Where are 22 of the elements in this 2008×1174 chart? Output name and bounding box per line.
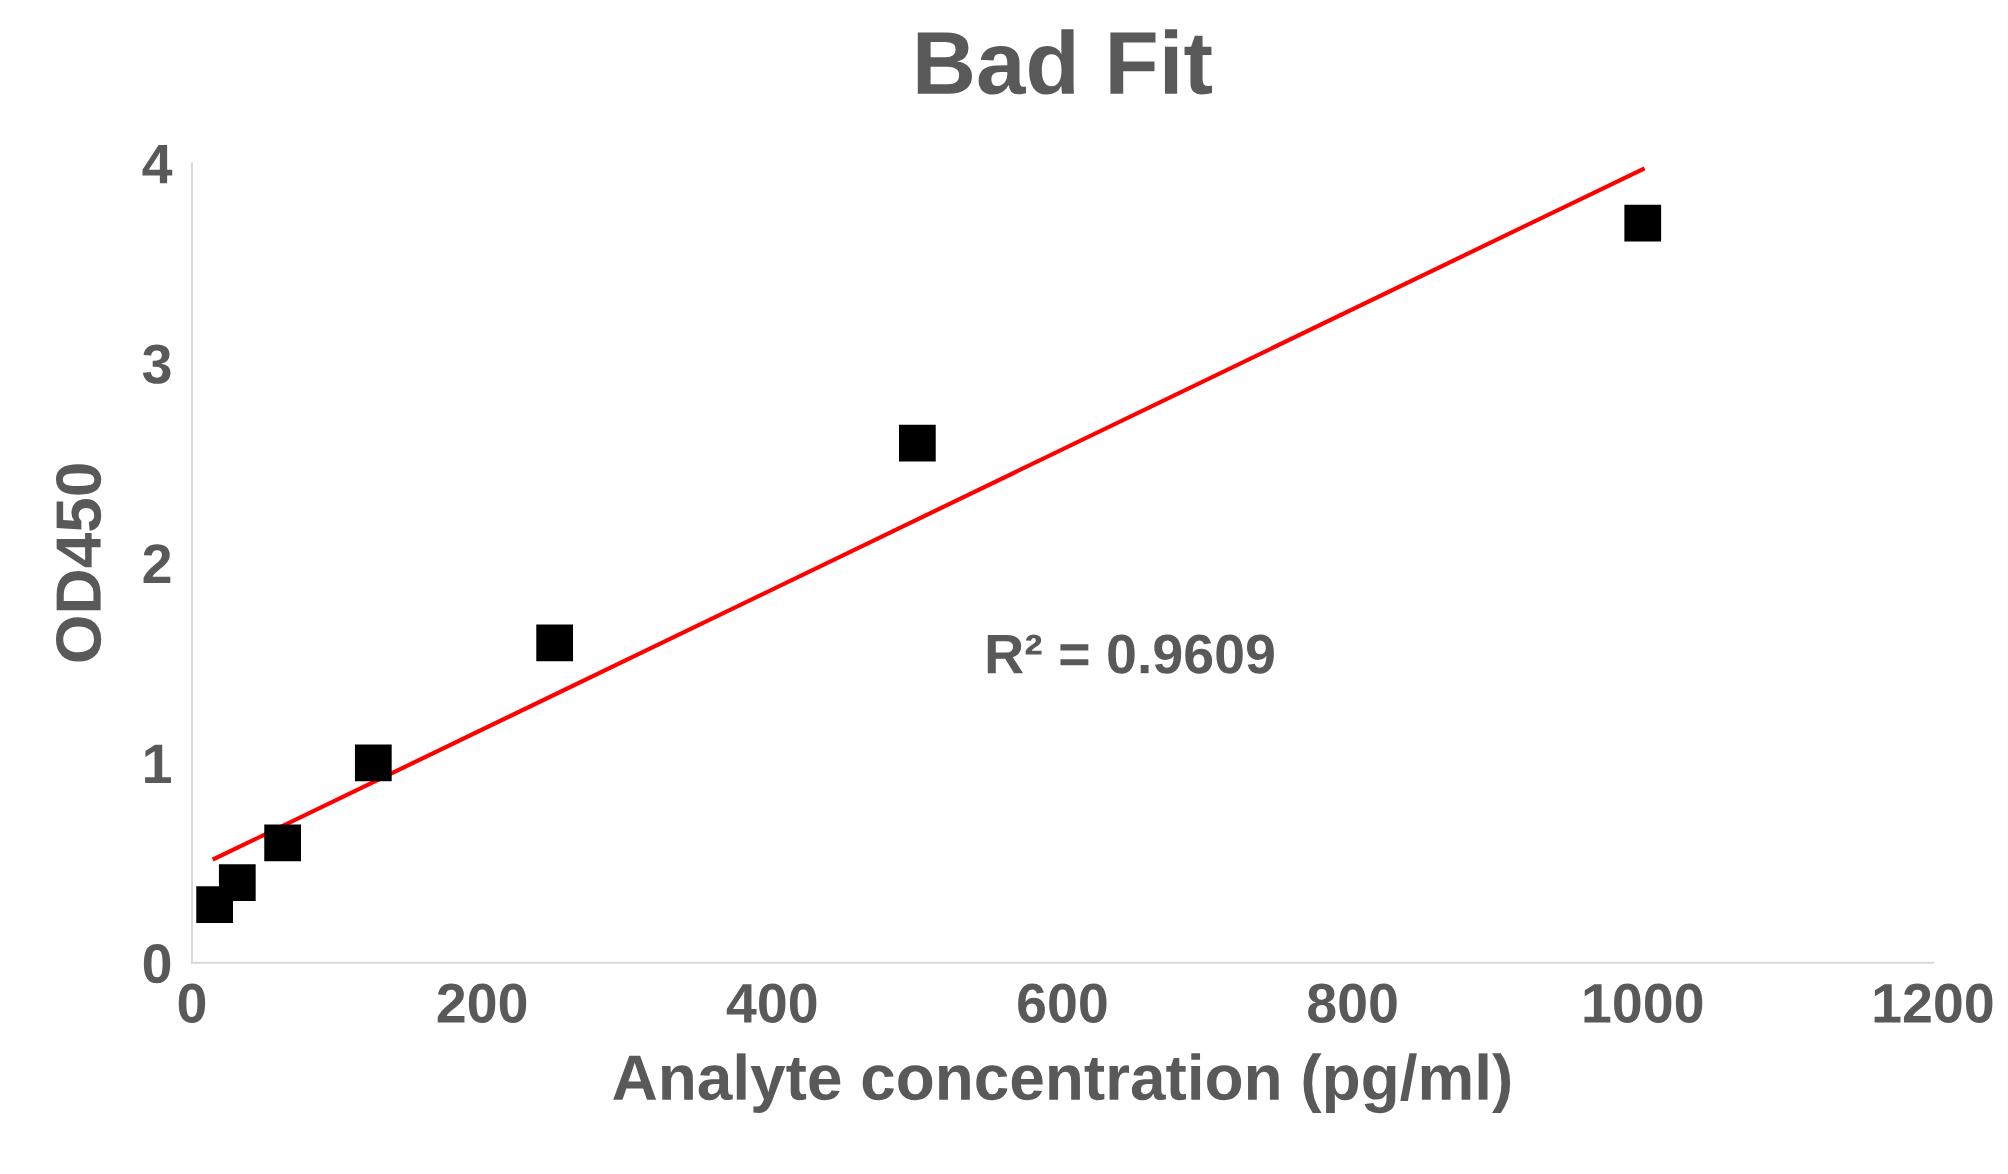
chart-title: Bad Fit	[917, 29, 1212, 95]
y-tick-label: 1	[145, 744, 171, 783]
point	[1624, 204, 1662, 242]
x-tick-label: 1000	[1584, 983, 1703, 1023]
x-tick-label: 200	[437, 983, 527, 1023]
point	[218, 864, 256, 902]
x-tick-label: 800	[1308, 983, 1397, 1023]
point	[898, 424, 936, 462]
x-tick-label: 600	[1018, 983, 1107, 1023]
y-tick-label: 2	[143, 544, 171, 584]
point	[536, 624, 574, 662]
y-tick-label: 0	[143, 944, 171, 984]
x-tick-label: 1200	[1874, 983, 1993, 1023]
point	[264, 824, 302, 862]
y-tick-label: 3	[142, 344, 171, 384]
y-axis-title: OD450	[55, 464, 102, 662]
y-tick-label: 4	[142, 145, 173, 184]
x-axis-title: Analyte concentration (pg/ml)	[613, 1053, 1511, 1114]
x-tick-label: 400	[726, 983, 817, 1023]
point	[354, 744, 392, 782]
annotation: R² = 0.9609	[987, 634, 1274, 674]
x-tick-label: 0	[178, 983, 206, 1023]
